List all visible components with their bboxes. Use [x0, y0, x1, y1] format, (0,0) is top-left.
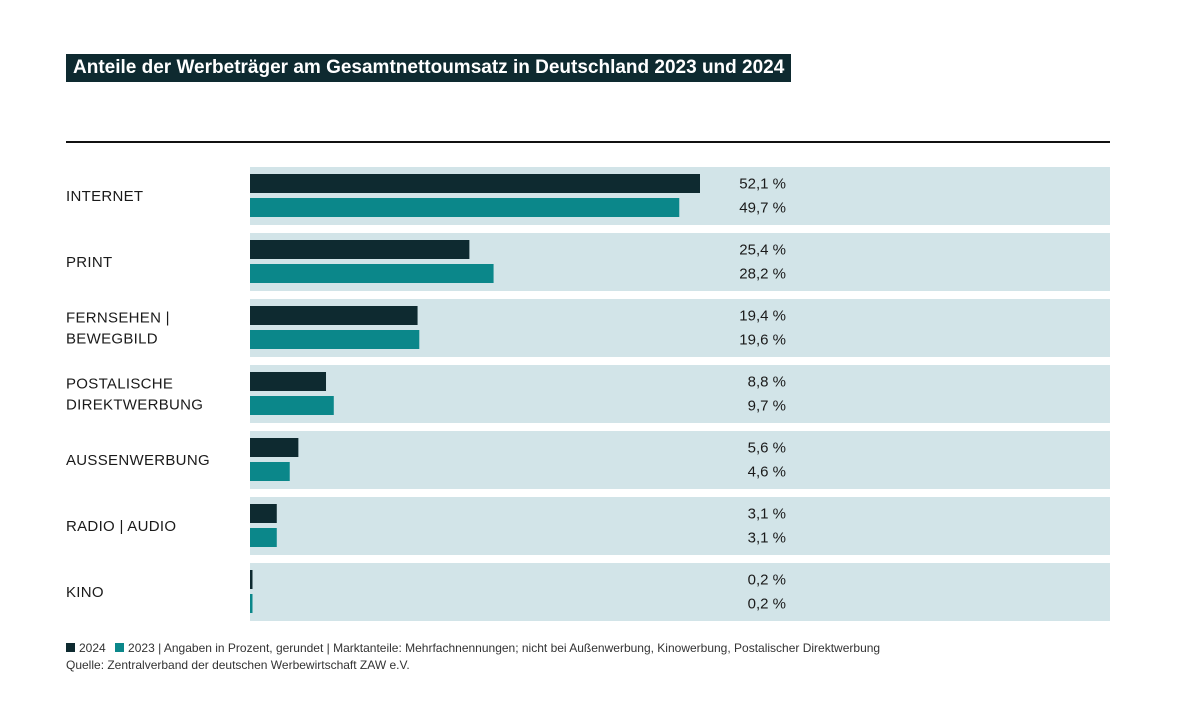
- category-label-aussenwerbung: AUSSENWERBUNG: [66, 452, 210, 469]
- legend-swatch-2024: [66, 643, 75, 652]
- value-label-2023-internet: 49,7 %: [739, 200, 786, 217]
- bar-2023-fernsehen-bewegbild: [250, 330, 420, 349]
- legend: 2024 2023 | Angaben in Prozent, gerundet…: [66, 640, 886, 674]
- category-label-postalische-direktwerbung-line-2: DIREKTWERBUNG: [66, 397, 203, 414]
- category-label-print: PRINT: [66, 254, 113, 271]
- bar-2023-print: [250, 264, 494, 283]
- legend-label-2023: 2023 | Angaben in Prozent, gerundet | Ma…: [128, 641, 881, 655]
- row-background-kino: [250, 563, 1110, 621]
- legend-label-2024: 2024: [79, 641, 106, 655]
- value-label-2023-aussenwerbung: 4,6 %: [748, 464, 786, 481]
- bar-2023-radio-audio: [250, 528, 277, 547]
- bar-2024-postalische-direktwerbung: [250, 372, 327, 391]
- category-label-fernsehen-bewegbild-line-1: FERNSEHEN |: [66, 310, 170, 327]
- category-label-postalische-direktwerbung-line-1: POSTALISCHE: [66, 376, 173, 393]
- value-label-2023-print: 28,2 %: [739, 266, 786, 283]
- value-label-2024-aussenwerbung: 5,6 %: [748, 440, 786, 457]
- legend-item-2023: 2023 | Angaben in Prozent, gerundet | Ma…: [115, 641, 880, 655]
- value-label-2023-fernsehen-bewegbild: 19,6 %: [739, 332, 786, 349]
- bar-2023-kino: [250, 594, 253, 613]
- bar-2024-radio-audio: [250, 504, 277, 523]
- bar-2024-fernsehen-bewegbild: [250, 306, 418, 325]
- value-label-2024-radio-audio: 3,1 %: [748, 506, 786, 523]
- value-label-2024-kino: 0,2 %: [748, 572, 786, 589]
- value-label-2024-internet: 52,1 %: [739, 176, 786, 193]
- legend-swatch-2023: [115, 643, 125, 652]
- category-label-kino: KINO: [66, 584, 104, 601]
- bar-2023-postalische-direktwerbung: [250, 396, 334, 415]
- value-label-2024-fernsehen-bewegbild: 19,4 %: [739, 308, 786, 325]
- row-background-radio-audio: [250, 497, 1110, 555]
- row-background-postalische-direktwerbung: [250, 365, 1110, 423]
- bar-2024-aussenwerbung: [250, 438, 299, 457]
- source-note: Quelle: Zentralverband der deutschen Wer…: [66, 658, 410, 672]
- legend-item-2024: 2024: [66, 641, 106, 655]
- top-divider: [66, 141, 1110, 143]
- bar-2023-internet: [250, 198, 680, 217]
- value-label-2024-print: 25,4 %: [739, 242, 786, 259]
- value-label-2023-postalische-direktwerbung: 9,7 %: [748, 398, 786, 415]
- category-label-fernsehen-bewegbild-line-2: BEWEGBILD: [66, 331, 158, 348]
- bar-2024-internet: [250, 174, 700, 193]
- value-label-2023-kino: 0,2 %: [748, 596, 786, 613]
- bar-2024-kino: [250, 570, 253, 589]
- row-background-aussenwerbung: [250, 431, 1110, 489]
- category-label-internet: INTERNET: [66, 188, 143, 205]
- chart-title: Anteile der Werbeträger am Gesamtnettoum…: [66, 54, 792, 82]
- value-label-2024-postalische-direktwerbung: 8,8 %: [748, 374, 786, 391]
- bar-2023-aussenwerbung: [250, 462, 290, 481]
- bar-2024-print: [250, 240, 470, 259]
- category-label-radio-audio: RADIO | AUDIO: [66, 518, 176, 535]
- value-label-2023-radio-audio: 3,1 %: [748, 530, 786, 547]
